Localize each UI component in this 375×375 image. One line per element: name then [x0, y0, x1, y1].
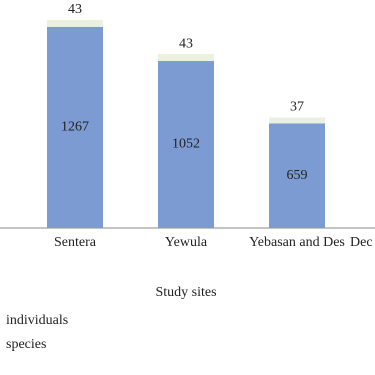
bar-segment — [47, 26, 103, 228]
value-label: 659 — [287, 168, 308, 183]
legend-label: species — [6, 337, 46, 352]
value-label: 1052 — [172, 137, 200, 152]
value-label: 43 — [179, 36, 193, 51]
value-label: 1267 — [61, 120, 89, 135]
bar-segment — [158, 54, 214, 61]
x-axis-title: Study sites — [155, 285, 216, 300]
legend-label: individuals — [6, 313, 68, 328]
bar-segment — [47, 20, 103, 27]
value-label: 37 — [290, 100, 304, 115]
x-tick-label: Yebasan and Des — [249, 235, 345, 250]
x-tick-label: Sentera — [54, 235, 96, 250]
bar-segment — [269, 117, 325, 124]
bar-segment — [269, 123, 325, 228]
bar-segment — [158, 60, 214, 228]
value-label: 43 — [68, 2, 82, 17]
x-tick-label: Yewula — [164, 235, 208, 250]
x-tick-label: Dec — [350, 235, 373, 250]
